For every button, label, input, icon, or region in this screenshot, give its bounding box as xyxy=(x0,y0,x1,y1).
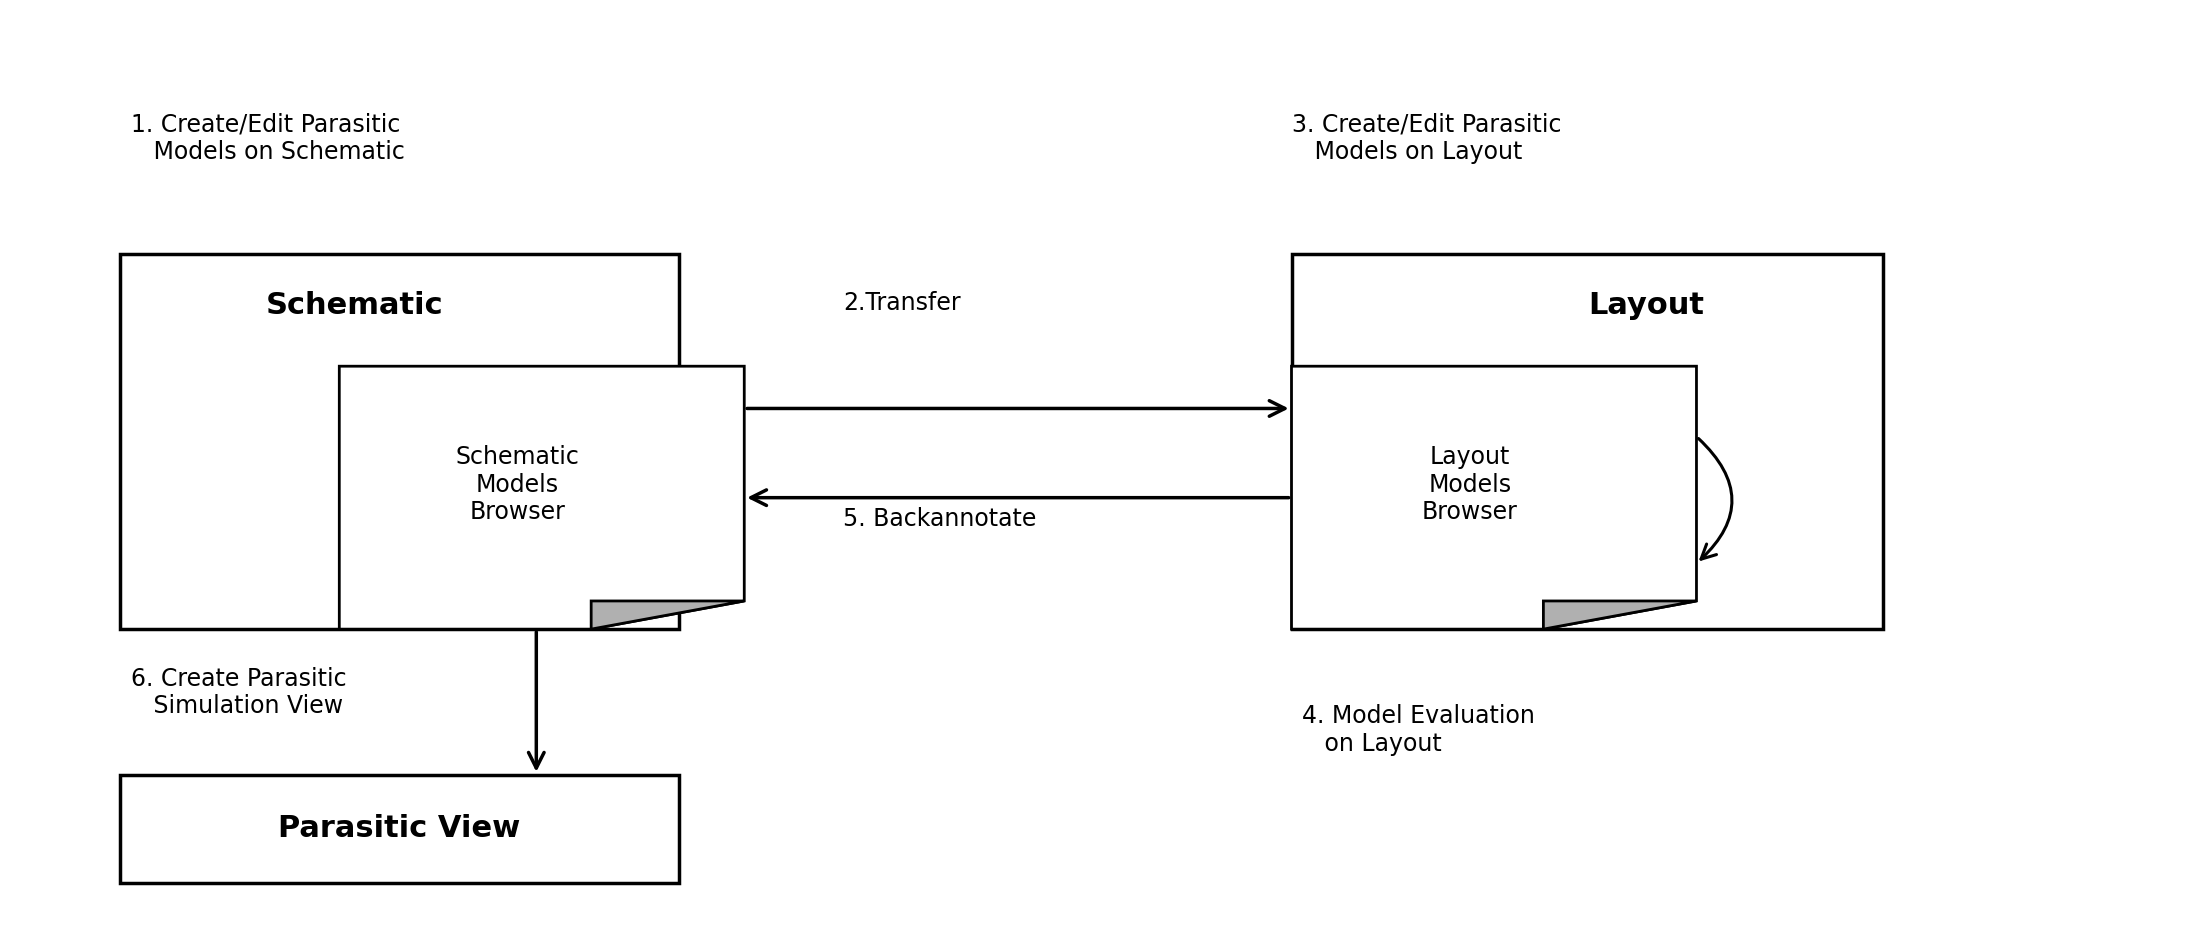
Text: 2.Transfer: 2.Transfer xyxy=(843,290,961,315)
Polygon shape xyxy=(591,601,744,629)
Text: 3. Create/Edit Parasitic
   Models on Layout: 3. Create/Edit Parasitic Models on Layou… xyxy=(1292,113,1561,164)
Polygon shape xyxy=(120,775,679,883)
Text: 6. Create Parasitic
   Simulation View: 6. Create Parasitic Simulation View xyxy=(131,667,348,718)
Polygon shape xyxy=(1543,601,1696,629)
Text: 5. Backannotate: 5. Backannotate xyxy=(843,506,1035,531)
Polygon shape xyxy=(120,254,679,629)
Text: Schematic: Schematic xyxy=(267,291,444,320)
Text: Parasitic View: Parasitic View xyxy=(278,814,521,843)
FancyArrowPatch shape xyxy=(1699,439,1731,560)
Text: 1. Create/Edit Parasitic
   Models on Schematic: 1. Create/Edit Parasitic Models on Schem… xyxy=(131,113,405,164)
Text: Layout: Layout xyxy=(1589,291,1703,320)
Text: 4. Model Evaluation
   on Layout: 4. Model Evaluation on Layout xyxy=(1302,704,1534,756)
Polygon shape xyxy=(1292,254,1883,629)
Polygon shape xyxy=(1292,366,1696,629)
Text: Layout
Models
Browser: Layout Models Browser xyxy=(1423,445,1517,524)
Text: Schematic
Models
Browser: Schematic Models Browser xyxy=(455,445,580,524)
Polygon shape xyxy=(339,366,744,629)
